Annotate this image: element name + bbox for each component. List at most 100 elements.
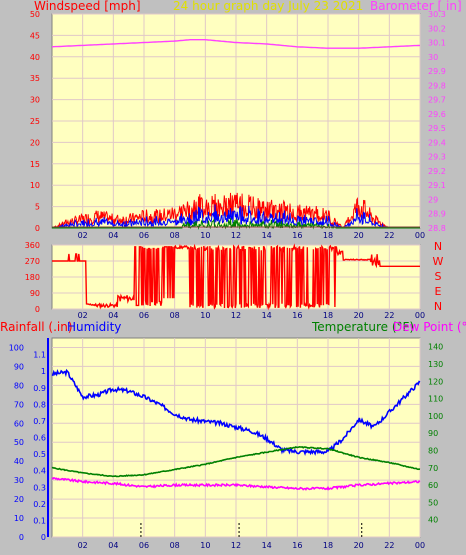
temperature-tick-label: 80 — [428, 446, 438, 455]
direction-axis: 0 90 180 270 360 — [25, 241, 40, 314]
direction-tick-label: 180 — [25, 273, 40, 282]
direction-tick-label: 0 — [35, 305, 40, 314]
wind-grid — [52, 13, 421, 229]
temp-series — [51, 368, 421, 537]
rainfall-tick-label: 1 — [41, 367, 46, 376]
x-tick-label: 00 — [415, 311, 425, 320]
temperature-tick-label: 70 — [428, 464, 438, 473]
barometer-tick-label: 29.6 — [428, 110, 446, 119]
barometer-tick-label: 29.4 — [428, 138, 446, 147]
barometer-tick-label: 29.3 — [428, 153, 446, 162]
temperature-tick-label: 130 — [428, 360, 443, 369]
direction-series — [52, 243, 420, 311]
x-tick-label: 08 — [170, 311, 180, 320]
humidity-tick-label: 30 — [14, 476, 24, 485]
wind-direction-line — [52, 243, 420, 311]
x-tick-label: 12 — [231, 311, 241, 320]
x-tick-label: 22 — [384, 311, 394, 320]
barometer-tick-label: 30.2 — [428, 24, 446, 33]
barometer-tick-label: 28.8 — [428, 224, 446, 233]
x-tick-label: 04 — [108, 231, 118, 240]
x-tick-label: 10 — [200, 311, 210, 320]
rainfall-tick-label: 0.5 — [33, 450, 46, 459]
wind-left-axis: 0 5 10 15 20 25 30 35 40 45 50 — [30, 10, 40, 233]
direction-tick-label: 360 — [25, 241, 40, 250]
wind-tick-label: 0 — [35, 224, 40, 233]
x-tick-label: 02 — [78, 231, 88, 240]
wind-x-axis: 02 04 06 08 10 12 14 16 18 20 22 00 — [78, 231, 426, 240]
humidity-tick-label: 10 — [14, 514, 24, 523]
x-tick-label: 08 — [170, 541, 180, 550]
temperature-tick-label: 40 — [428, 516, 438, 525]
x-tick-label: 06 — [139, 311, 149, 320]
x-tick-label: 18 — [323, 231, 333, 240]
barometer-tick-label: 29.5 — [428, 124, 446, 133]
compass-label: W — [433, 255, 444, 268]
humidity-axis: 0 10 20 30 40 50 60 70 80 90 100 — [9, 343, 24, 542]
rainfall-tick-label: 0.2 — [33, 500, 46, 509]
humidity-tick-label: 100 — [9, 343, 24, 352]
wind-tick-label: 30 — [30, 96, 40, 105]
wind-tick-label: 35 — [30, 74, 40, 83]
humidity-tick-label: 80 — [14, 381, 24, 390]
humidity-tick-label: 20 — [14, 495, 24, 504]
humidity-tick-label: 90 — [14, 362, 24, 371]
compass-label: N — [434, 300, 442, 313]
windspeed-label: Windspeed [mph] — [34, 0, 141, 13]
direction-tick-label: 270 — [25, 257, 40, 266]
wind-tick-label: 50 — [30, 10, 40, 19]
x-tick-label: 02 — [78, 541, 88, 550]
temperature-tick-label: 100 — [428, 412, 443, 421]
x-tick-label: 04 — [108, 311, 118, 320]
wind-series — [51, 39, 421, 230]
x-tick-label: 08 — [170, 231, 180, 240]
direction-x-axis: 02 04 06 08 10 12 14 16 18 20 22 00 — [78, 311, 426, 320]
rainfall-label: Rainfall (.in) — [0, 320, 73, 334]
x-tick-label: 14 — [262, 541, 272, 550]
temperature-tick-label: 90 — [428, 429, 438, 438]
rainfall-tick-label: 0.4 — [33, 467, 46, 476]
x-tick-label: 14 — [262, 311, 272, 320]
humidity-label: Humidity — [67, 320, 121, 334]
temp-grid — [52, 338, 421, 538]
wind-tick-label: 40 — [30, 53, 40, 62]
x-tick-label: 10 — [200, 231, 210, 240]
x-tick-label: 10 — [200, 541, 210, 550]
temperature-tick-label: 120 — [428, 377, 443, 386]
wind-tick-label: 10 — [30, 181, 40, 190]
x-tick-label: 00 — [415, 231, 425, 240]
temperature-line — [51, 445, 421, 478]
x-tick-label: 12 — [231, 231, 241, 240]
x-tick-label: 20 — [354, 311, 364, 320]
wind-tick-label: 45 — [30, 31, 40, 40]
wind-speed-line — [51, 204, 420, 229]
wind-average-line — [52, 218, 420, 230]
wind-tick-label: 25 — [30, 117, 40, 126]
temperature-tick-label: 50 — [428, 498, 438, 507]
x-tick-label: 12 — [231, 541, 241, 550]
x-tick-label: 06 — [139, 231, 149, 240]
temperature-tick-label: 60 — [428, 481, 438, 490]
barometer-tick-label: 29 — [428, 195, 438, 204]
x-tick-label: 02 — [78, 311, 88, 320]
temperature-label: Temperature (°F) — [311, 320, 414, 334]
compass-label: N — [434, 240, 442, 253]
temperature-tick-label: 140 — [428, 343, 443, 352]
humidity-tick-label: 50 — [14, 438, 24, 447]
x-tick-label: 16 — [292, 541, 302, 550]
x-tick-label: 00 — [415, 541, 425, 550]
wind-gust-line — [51, 192, 420, 229]
temp-x-axis: 02 04 06 08 10 12 14 16 18 20 22 00 — [78, 541, 426, 550]
rainfall-tick-label: 0.1 — [33, 516, 46, 525]
direction-tick-label: 90 — [30, 289, 40, 298]
rainfall-tick-label: 0.8 — [33, 400, 46, 409]
x-tick-label: 04 — [108, 541, 118, 550]
x-tick-label: 06 — [139, 541, 149, 550]
wind-tick-label: 5 — [35, 203, 40, 212]
dewpoint-label: Dew Point (°F) — [393, 320, 466, 334]
rainfall-tick-label: 0.7 — [33, 417, 46, 426]
wind-tick-label: 20 — [30, 138, 40, 147]
x-tick-label: 22 — [384, 231, 394, 240]
